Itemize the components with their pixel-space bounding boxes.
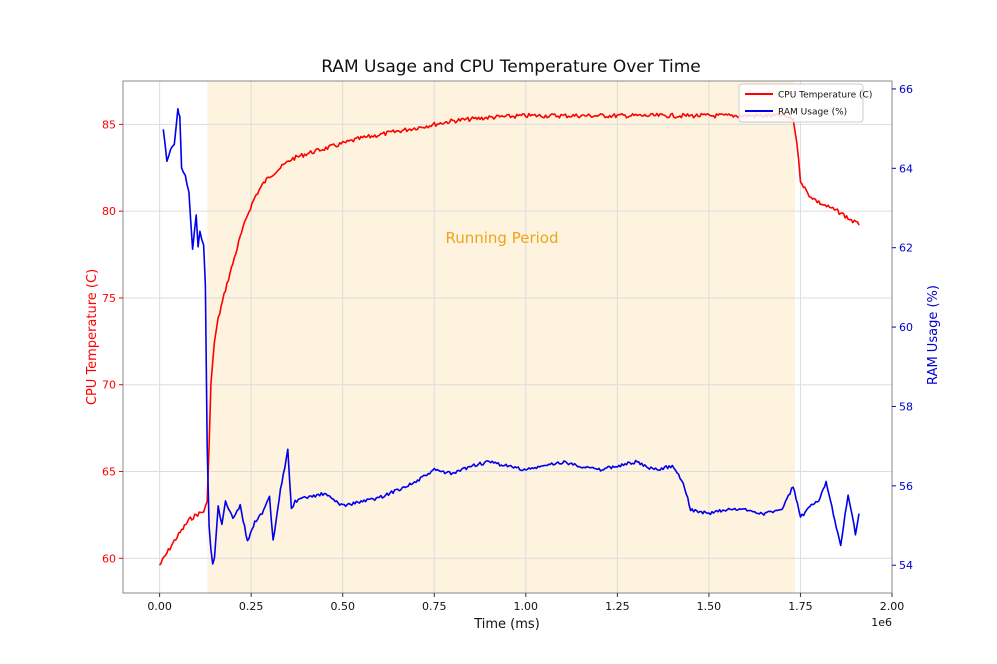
y-left-tick-label: 80 (102, 205, 116, 218)
running-period-region (207, 81, 795, 593)
x-tick-label: 1.00 (514, 600, 539, 613)
plot-frame (122, 80, 893, 594)
x-tick-label: 0.25 (239, 600, 264, 613)
legend-label-ram: RAM Usage (%) (778, 108, 847, 118)
y-left-tick-label: 75 (102, 292, 116, 305)
x-tick-label: 1.75 (788, 600, 813, 613)
y-left-tick-label: 70 (102, 379, 116, 392)
y-right-axis-label: RAM Usage (%) (926, 285, 941, 385)
x-tick-label: 0.00 (147, 600, 172, 613)
y-right-tick-label: 58 (899, 400, 913, 413)
legend: CPU Temperature (C) RAM Usage (%) (738, 83, 872, 123)
x-tick-label: 0.75 (422, 600, 447, 613)
x-axis-label: Time (ms) (473, 617, 540, 632)
y-right-tick-label: 54 (899, 559, 913, 572)
y-left-tick-label: 85 (102, 118, 116, 131)
y-left-axis-label: CPU Temperature (C) (85, 269, 100, 405)
x-tick-label: 0.50 (330, 600, 355, 613)
running-period-label: Running Period (445, 229, 558, 247)
x-offset-label: 1e6 (871, 616, 892, 629)
y-left-tick-label: 60 (102, 552, 116, 565)
chart-title: RAM Usage and CPU Temperature Over Time (321, 57, 701, 77)
y-right-tick-label: 60 (899, 321, 913, 334)
y-right-tick-label: 66 (899, 83, 913, 96)
legend-label-cpu: CPU Temperature (C) (778, 91, 872, 101)
x-tick-label: 1.25 (605, 600, 630, 613)
y-left-tick-label: 65 (102, 466, 116, 479)
y-right-tick-label: 56 (899, 480, 913, 493)
shade-layer (207, 81, 795, 593)
grid-layer (123, 81, 893, 593)
x-tick-label: 2.00 (880, 600, 905, 613)
axis-layer: 0.00 0.25 0.50 0.75 1.00 1.25 1.50 1.75 2.00 60 65… (102, 83, 913, 613)
series-line-ram-usage (162, 108, 860, 565)
y-right-tick-label: 62 (899, 242, 913, 255)
x-tick-label: 1.50 (697, 600, 722, 613)
y-right-tick-label: 64 (899, 162, 913, 175)
